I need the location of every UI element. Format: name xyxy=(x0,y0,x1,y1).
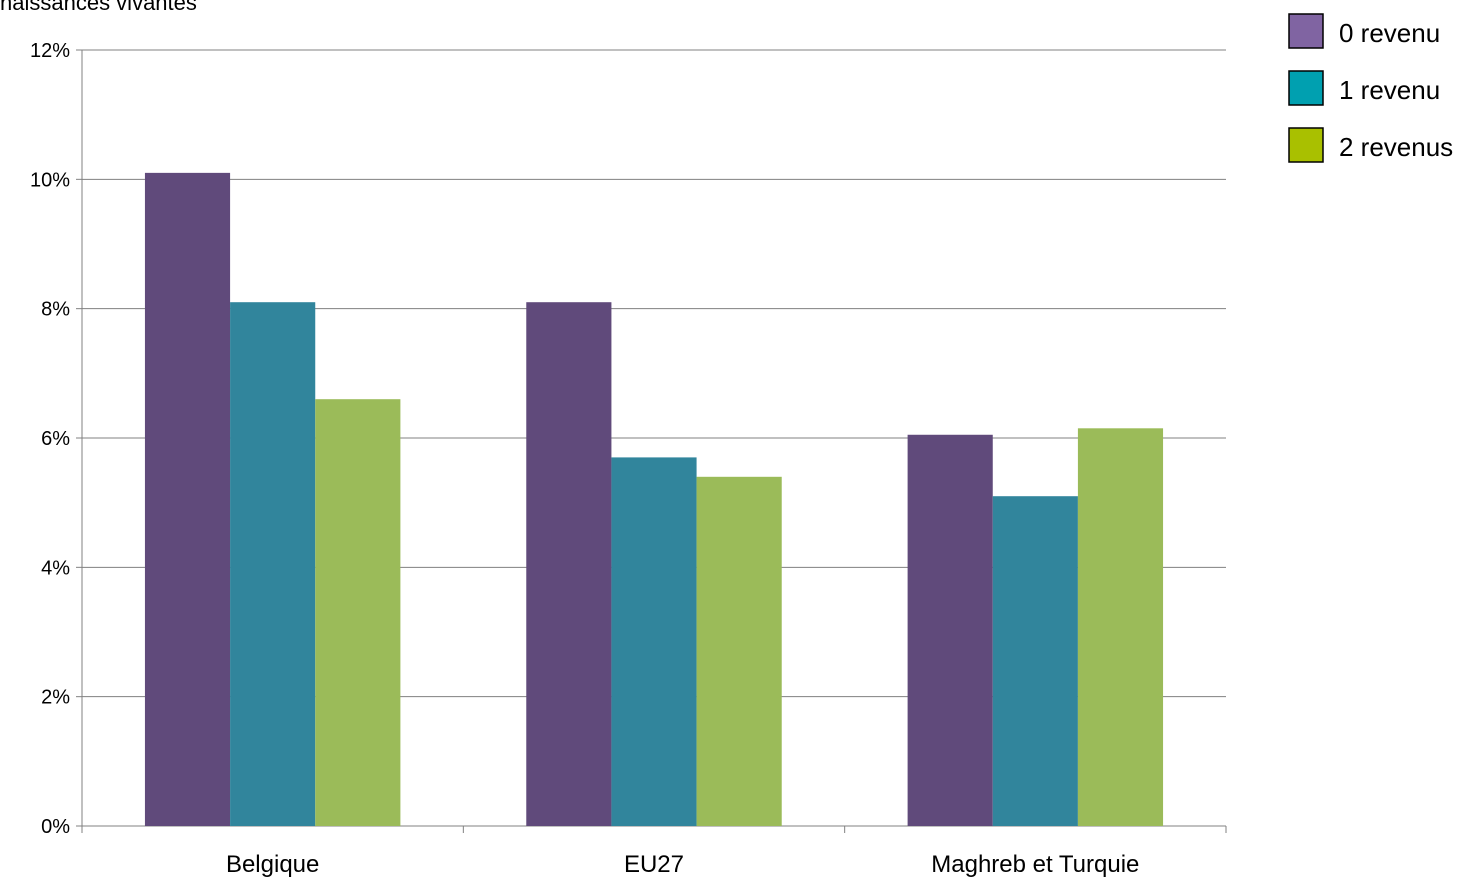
legend-swatch xyxy=(1288,70,1324,106)
legend-swatch xyxy=(1288,127,1324,163)
x-category-label: Belgique xyxy=(226,851,319,878)
bar-0-revenu-maghreb-et-turquie xyxy=(907,434,993,826)
y-tick-label: 2% xyxy=(41,687,70,709)
bar-1-revenu-maghreb-et-turquie xyxy=(992,496,1078,826)
legend-swatch xyxy=(1288,13,1324,49)
y-tick-label: 10% xyxy=(30,169,70,191)
x-category-label: EU27 xyxy=(624,851,684,878)
legend-label: 2 revenus xyxy=(1339,132,1453,162)
legend-label: 1 revenu xyxy=(1339,75,1440,105)
y-tick-label: 6% xyxy=(41,428,70,450)
legend: 0 revenu 1 revenu 2 revenus xyxy=(1288,13,1453,163)
bar-0-revenu-belgique xyxy=(144,172,231,826)
bar-2-revenus-belgique xyxy=(315,399,401,826)
bars xyxy=(144,172,1164,826)
bar-2-revenus-maghreb-et-turquie xyxy=(1077,428,1164,826)
bar-1-revenu-eu27 xyxy=(611,457,697,826)
y-tick-label: 0% xyxy=(41,816,70,838)
y-tick-label: 4% xyxy=(41,557,70,579)
bar-2-revenus-eu27 xyxy=(696,476,782,826)
bar-0-revenu-eu27 xyxy=(526,302,612,826)
legend-label: 0 revenu xyxy=(1339,18,1440,48)
y-tick-label: 12% xyxy=(30,40,70,62)
y-axis-title: naissances vivantes xyxy=(0,0,197,15)
y-tick-label: 8% xyxy=(41,299,70,321)
bar-1-revenu-belgique xyxy=(230,302,316,826)
x-category-label: Maghreb et Turquie xyxy=(931,851,1139,878)
labels: 0% 2% 4% 6% 8% 10% 12% Belgique EU27 Maghreb et T… xyxy=(30,40,1139,878)
